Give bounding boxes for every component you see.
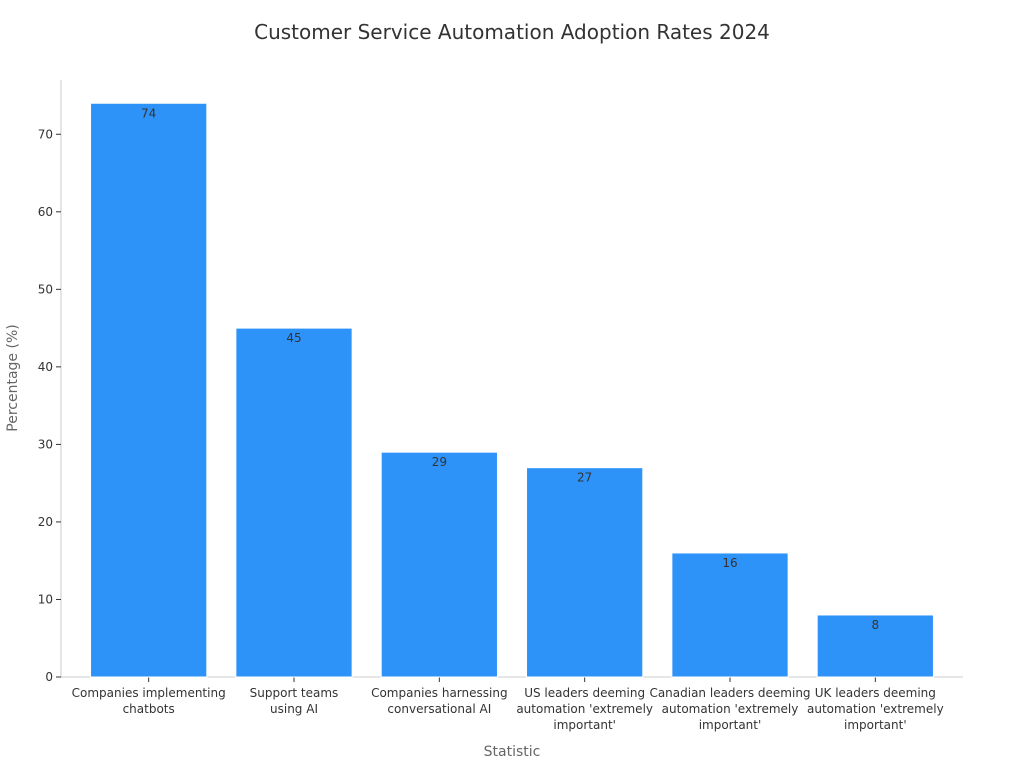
bar-value-label: 74 <box>141 106 156 120</box>
y-tick-label: 70 <box>38 127 53 141</box>
x-tick-label-line: important' <box>553 718 616 732</box>
x-tick-label: UK leaders deeming automation 'extremely i… <box>807 686 944 732</box>
bar-value-label: 29 <box>432 455 447 469</box>
x-tick-label: Canadian leaders deeming automation 'extr… <box>649 686 810 732</box>
bar-value-label: 27 <box>577 471 592 485</box>
bar <box>816 614 934 678</box>
x-tick-label-line: chatbots <box>123 702 175 716</box>
x-tick-label-line: automation 'extremely <box>516 702 653 716</box>
x-tick-label-line: automation 'extremely <box>662 702 799 716</box>
x-tick-label-line: important' <box>844 718 907 732</box>
y-axis: 0 10 20 30 40 50 60 70 <box>38 80 62 684</box>
bar <box>671 552 789 678</box>
x-tick-label-line: Support teams <box>250 686 339 700</box>
y-tick-label: 0 <box>45 670 53 684</box>
y-tick-label: 60 <box>38 205 53 219</box>
x-tick-label: Support teams using AI <box>250 686 339 716</box>
y-tick-label: 30 <box>38 437 53 451</box>
bar <box>526 467 644 678</box>
x-tick-label-line: Companies implementing <box>72 686 226 700</box>
y-tick-label: 20 <box>38 515 53 529</box>
bar-series: 74 45 29 27 16 8 <box>90 102 934 678</box>
bar-value-label: 16 <box>722 556 737 570</box>
x-tick-label-line: conversational AI <box>387 702 491 716</box>
x-tick-label-line: using AI <box>270 702 318 716</box>
bar-value-label: 45 <box>286 331 301 345</box>
y-tick-label: 50 <box>38 282 53 296</box>
x-axis: Companies implementing chatbots Support te… <box>61 676 963 732</box>
y-tick-label: 40 <box>38 360 53 374</box>
x-tick-label-line: Companies harnessing <box>371 686 508 700</box>
x-tick-label: US leaders deeming automation 'extremely i… <box>516 686 653 732</box>
bar <box>380 451 498 678</box>
bar <box>90 102 208 678</box>
x-axis-label: Statistic <box>484 744 541 760</box>
x-tick-label-line: important' <box>699 718 762 732</box>
y-axis-label: Percentage (%) <box>5 324 21 431</box>
x-tick-label-line: automation 'extremely <box>807 702 944 716</box>
x-tick-label: Companies implementing chatbots <box>72 686 226 716</box>
x-tick-label-line: US leaders deeming <box>524 686 645 700</box>
y-tick-label: 10 <box>38 592 53 606</box>
x-tick-label: Companies harnessing conversational AI <box>371 686 508 716</box>
bar <box>235 327 353 678</box>
x-tick-label-line: Canadian leaders deeming <box>649 686 810 700</box>
bar-value-label: 8 <box>872 618 880 632</box>
x-tick-label-line: UK leaders deeming <box>815 686 936 700</box>
chart-title: Customer Service Automation Adoption Rat… <box>254 20 770 44</box>
